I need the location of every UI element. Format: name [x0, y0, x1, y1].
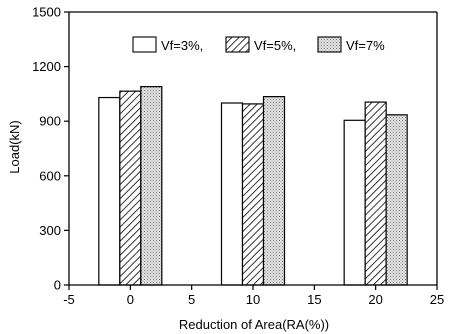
- bar-vf-3-x20: [343, 119, 366, 286]
- x-tick-label: 20: [368, 292, 382, 307]
- bars-group: [98, 86, 408, 286]
- x-tick-label: 0: [127, 292, 134, 307]
- y-tick-label: 0: [54, 278, 61, 293]
- y-tick-label: 900: [39, 114, 61, 129]
- legend-swatch: [225, 36, 250, 53]
- x-tick-label: -5: [63, 292, 75, 307]
- y-tick-label: 1200: [32, 59, 61, 74]
- bar-vf-5-x10: [241, 103, 265, 286]
- y-tick-label: 300: [39, 223, 61, 238]
- bar-vf-5-x20: [364, 101, 387, 286]
- y-axis-title: Load(kN): [7, 120, 22, 173]
- legend-swatch: [132, 36, 157, 53]
- bar-vf-7-x20: [385, 114, 408, 286]
- bar-vf-5-x0: [119, 90, 142, 286]
- legend-label: Vf=3%,: [161, 38, 203, 53]
- x-tick-label: 10: [246, 292, 260, 307]
- x-axis-title: Reduction of Area(RA(%)): [179, 317, 329, 332]
- bar-vf-7-x10: [262, 96, 286, 286]
- bar-vf-3-x10: [220, 102, 244, 286]
- bar-vf-7-x0: [140, 86, 163, 286]
- legend-label: Vf=7%: [346, 38, 385, 53]
- x-tick-label: 15: [307, 292, 321, 307]
- x-tick-label: 25: [430, 292, 444, 307]
- y-tick-label: 1500: [32, 5, 61, 20]
- bar-vf-3-x0: [98, 96, 121, 286]
- legend-label: Vf=5%,: [254, 38, 296, 53]
- x-tick-label: 5: [188, 292, 195, 307]
- legend-swatch: [317, 36, 342, 53]
- legend: Vf=3%, Vf=5%, Vf=7%: [132, 36, 385, 53]
- y-tick-label: 600: [39, 168, 61, 183]
